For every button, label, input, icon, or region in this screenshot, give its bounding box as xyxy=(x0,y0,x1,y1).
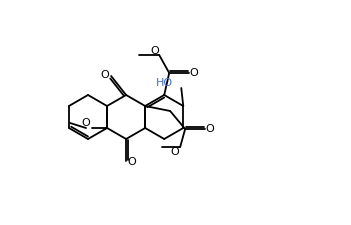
Text: O: O xyxy=(190,68,199,78)
Text: O: O xyxy=(206,124,214,134)
Text: O: O xyxy=(150,46,159,56)
Text: O: O xyxy=(100,70,109,80)
Text: O: O xyxy=(171,147,179,157)
Text: O: O xyxy=(128,157,137,167)
Text: HO: HO xyxy=(156,78,173,88)
Text: O: O xyxy=(82,118,91,128)
